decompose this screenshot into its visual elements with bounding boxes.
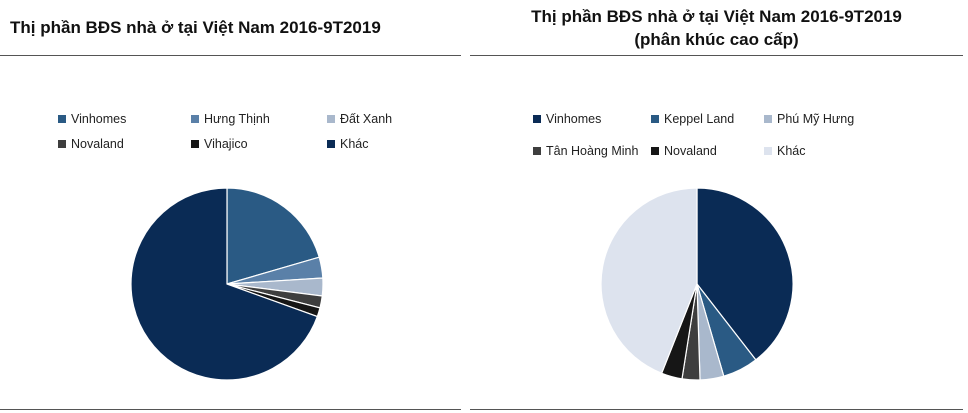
legend-swatch [533, 147, 541, 155]
pie-slice [600, 187, 698, 375]
legend-swatch [191, 140, 199, 148]
legend-item: Keppel Land [651, 112, 734, 126]
legend-swatch [651, 147, 659, 155]
pie-slice [226, 187, 320, 285]
legend-label: Novaland [664, 144, 717, 158]
legend-swatch [191, 115, 199, 123]
chart-title-line: (phân khúc cao cấp) [634, 29, 799, 49]
legend-label: Khác [340, 137, 369, 151]
pie-chart [600, 187, 794, 381]
legend-item: Vinhomes [533, 112, 601, 126]
chart-title-text: Thị phần BĐS nhà ở tại Việt Nam 2016-9T2… [531, 5, 902, 51]
legend-label: Vinhomes [546, 112, 602, 126]
legend-item: Hưng Thịnh [191, 112, 270, 126]
legend-swatch [327, 140, 335, 148]
chart-title: Thị phần BĐS nhà ở tại Việt Nam 2016-9T2… [0, 0, 461, 56]
pie-slice [696, 187, 794, 361]
pie-chart [130, 187, 324, 381]
legend-item: Phú Mỹ Hưng [764, 112, 854, 126]
legend-label: Tân Hoàng Minh [546, 144, 639, 158]
legend-label: Khác [777, 144, 806, 158]
legend-swatch [327, 115, 335, 123]
legend-label: Keppel Land [664, 112, 735, 126]
legend-item: Novaland [58, 137, 124, 151]
chart-panel-overall: Thị phần BĐS nhà ở tại Việt Nam 2016-9T2… [0, 0, 461, 410]
legend-swatch [58, 140, 66, 148]
legend-label: Vihajico [204, 137, 248, 151]
legend-label: Hưng Thịnh [204, 112, 270, 126]
chart-title-line: Thị phần BĐS nhà ở tại Việt Nam 2016-9T2… [531, 6, 902, 26]
chart-panel-premium: Thị phần BĐS nhà ở tại Việt Nam 2016-9T2… [470, 0, 963, 410]
legend-item: Vinhomes [58, 112, 126, 126]
legend-item: Khác [327, 137, 369, 151]
legend-label: Đất Xanh [340, 112, 393, 126]
legend-swatch [764, 115, 772, 123]
legend-label: Vinhomes [71, 112, 127, 126]
legend-item: Novaland [651, 144, 717, 158]
legend-item: Đất Xanh [327, 112, 392, 126]
chart-title: Thị phần BĐS nhà ở tại Việt Nam 2016-9T2… [470, 0, 963, 56]
legend-swatch [764, 147, 772, 155]
legend-swatch [58, 115, 66, 123]
legend-item: Tân Hoàng Minh [533, 144, 638, 158]
legend-label: Phú Mỹ Hưng [777, 112, 855, 126]
legend-item: Vihajico [191, 137, 248, 151]
pie-slice [130, 187, 319, 381]
legend-label: Novaland [71, 137, 124, 151]
legend-item: Khác [764, 144, 806, 158]
legend-swatch [533, 115, 541, 123]
legend-swatch [651, 115, 659, 123]
